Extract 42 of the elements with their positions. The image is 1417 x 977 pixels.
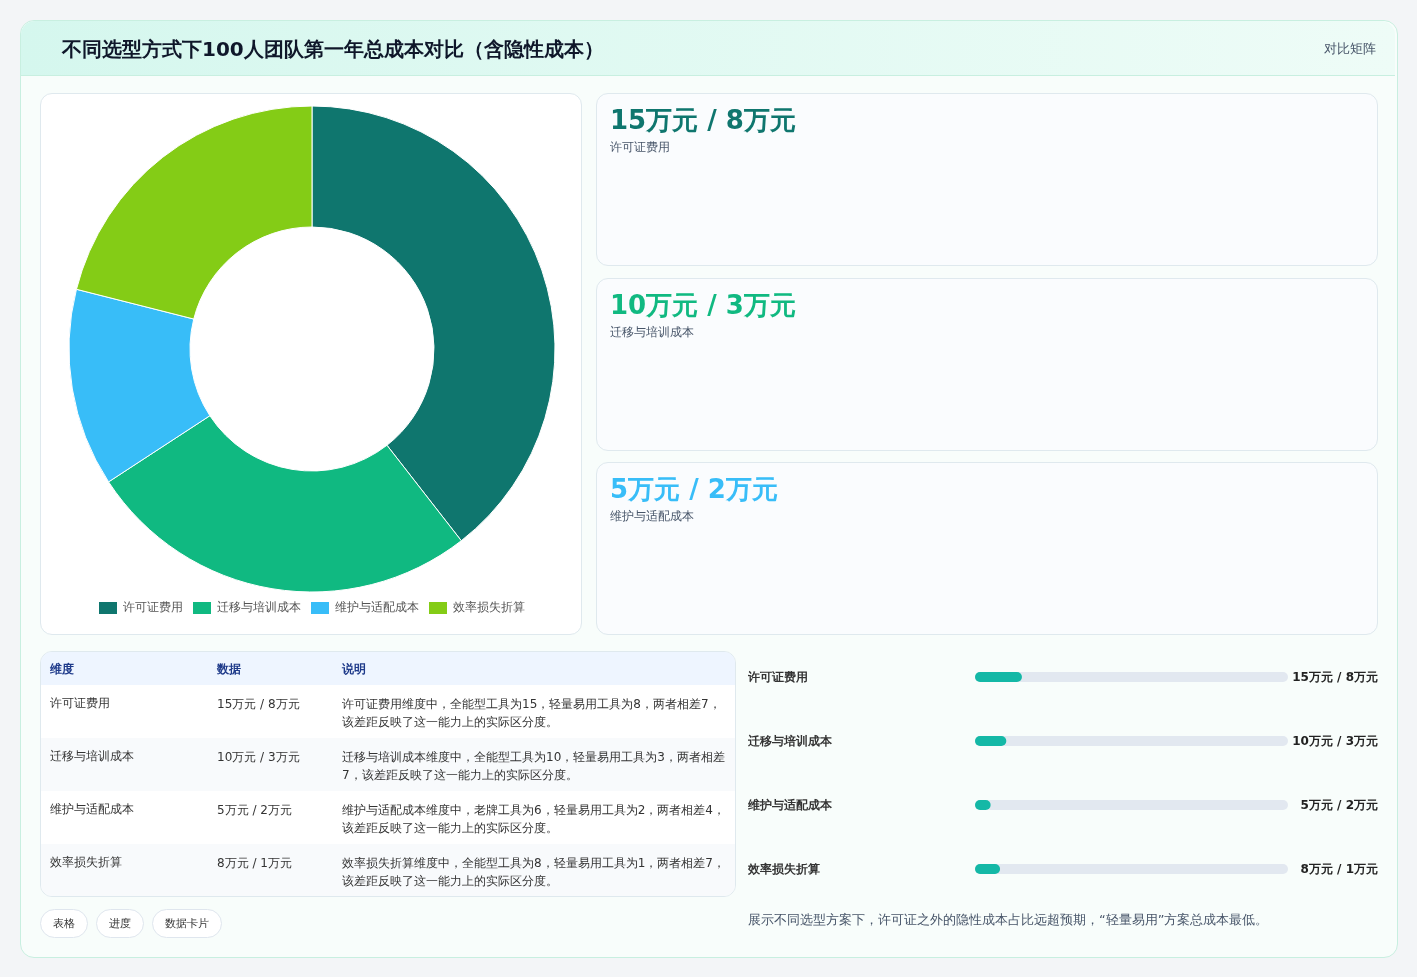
category-label: 数据 — [217, 661, 241, 678]
legend-label: 效率损失折算 — [453, 599, 525, 616]
bar — [975, 864, 1001, 874]
data-label: 5万元 / 2万元 — [1300, 798, 1378, 812]
text: 10万元 / 3万元 — [610, 289, 796, 320]
legend-label: 许可证费用 — [123, 599, 183, 616]
category-label: 说明 — [342, 661, 366, 678]
text: 5万元 / 2万元 — [610, 474, 778, 504]
y-tick-label: 迁移与培训成本 — [747, 734, 833, 748]
y-tick-label: 许可证费用 — [747, 670, 808, 684]
text: 迁移与培训成本维度中，全能型工具为10，轻量易用工具为3，两者相差7，该差距反映了这一能力上的实际区分度。 — [342, 750, 725, 782]
category-label: 进度 — [96, 909, 144, 938]
y-tick-label: 效率损失折算 — [747, 862, 820, 876]
text: 10万元 / 3万元 — [217, 750, 300, 764]
bar — [975, 736, 1007, 746]
text: 8万元 / 1万元 — [217, 856, 292, 870]
text: 15万元 / 8万元 — [217, 697, 300, 711]
data-label: 8万元 / 1万元 — [1300, 862, 1378, 876]
category-label: 许可证费用 — [610, 139, 670, 156]
category-label: 数据卡片 — [152, 909, 222, 938]
data-label: 15万元 / 8万元 — [1292, 670, 1378, 684]
category-label: 迁移与培训成本 — [610, 323, 694, 341]
category-label: 维护与适配成本 — [610, 508, 694, 525]
text: 对比矩阵 — [1324, 40, 1376, 58]
text: 5万元 / 2万元 — [217, 803, 292, 817]
text: 15万元 / 8万元 — [610, 105, 796, 135]
legend-label: 维护与适配成本 — [335, 599, 419, 616]
text: 效率损失折算维度中，全能型工具为8，轻量易用工具为1，两者相差7，该差距反映了这一能力上的实际区分度。 — [342, 856, 725, 888]
category-label: 迁移与培训成本 — [50, 749, 134, 763]
category-label: 维护与适配成本 — [50, 802, 134, 816]
text: 许可证费用维度中，全能型工具为15，轻量易用工具为8，两者相差7，该差距反映了这一能力上的实际区分度。 — [342, 697, 721, 729]
category-label: 表格 — [40, 909, 88, 938]
category-label: 许可证费用 — [50, 696, 110, 710]
legend-label: 迁移与培训成本 — [217, 599, 301, 616]
bar — [975, 672, 1022, 682]
text: 展示不同选型方案下，许可证之外的隐性成本占比远超预期，“轻量易用”方案总成本最低。 — [748, 911, 1269, 929]
y-tick-label: 维护与适配成本 — [747, 798, 833, 812]
data-label: 10万元 / 3万元 — [1292, 734, 1378, 748]
chart-title: 不同选型方式下100人团队第一年总成本对比（含隐性成本） — [62, 36, 604, 63]
category-label: 效率损失折算 — [50, 855, 122, 869]
text: 维护与适配成本维度中，老牌工具为6，轻量易用工具为2，两者相差4，该差距反映了这一能力上的实际区分度。 — [342, 803, 725, 835]
category-label: 维度 — [50, 661, 74, 678]
